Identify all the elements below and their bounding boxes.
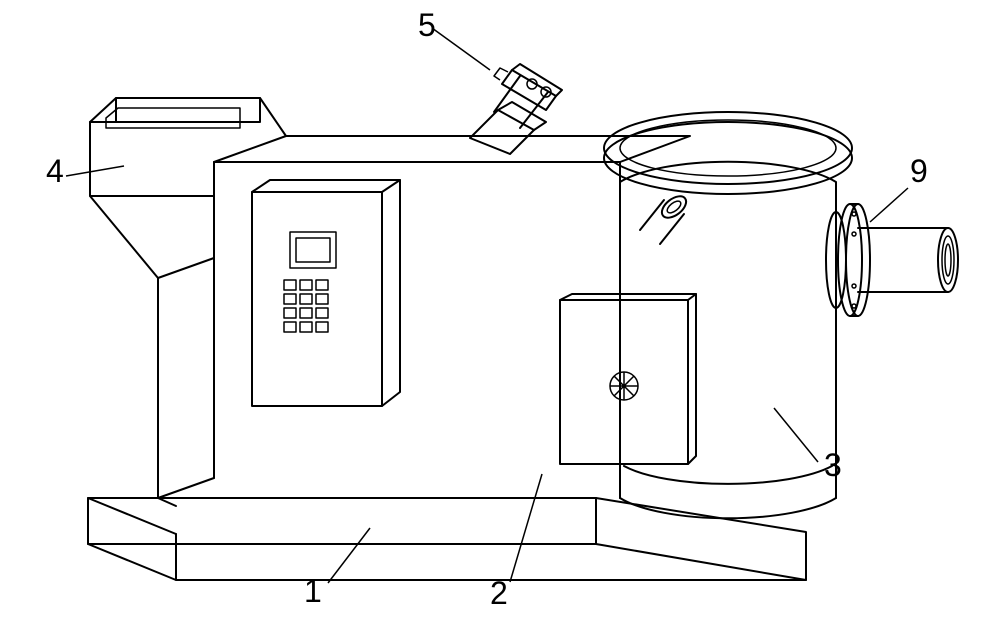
top-device (470, 64, 562, 154)
callout-9: 9 (870, 153, 928, 222)
hopper (90, 98, 286, 506)
svg-text:3: 3 (824, 447, 842, 483)
callout-4: 4 (46, 153, 124, 189)
access-door (560, 294, 696, 464)
svg-text:9: 9 (910, 153, 928, 189)
svg-text:2: 2 (490, 575, 508, 611)
svg-text:4: 4 (46, 153, 64, 189)
svg-text:5: 5 (418, 7, 436, 43)
svg-text:1: 1 (304, 573, 322, 609)
burner-drum (560, 112, 852, 518)
callout-5: 5 (418, 7, 490, 70)
base-plate (88, 498, 806, 580)
outlet-pipe (826, 204, 958, 316)
control-panel (252, 180, 400, 406)
inlet-stub (640, 192, 690, 244)
callout-3: 3 (774, 408, 842, 483)
main-body (214, 136, 690, 498)
callout-2: 2 (490, 474, 542, 611)
callout-1: 1 (304, 528, 370, 609)
machine-diagram: 1 2 3 4 5 9 (0, 0, 1000, 641)
